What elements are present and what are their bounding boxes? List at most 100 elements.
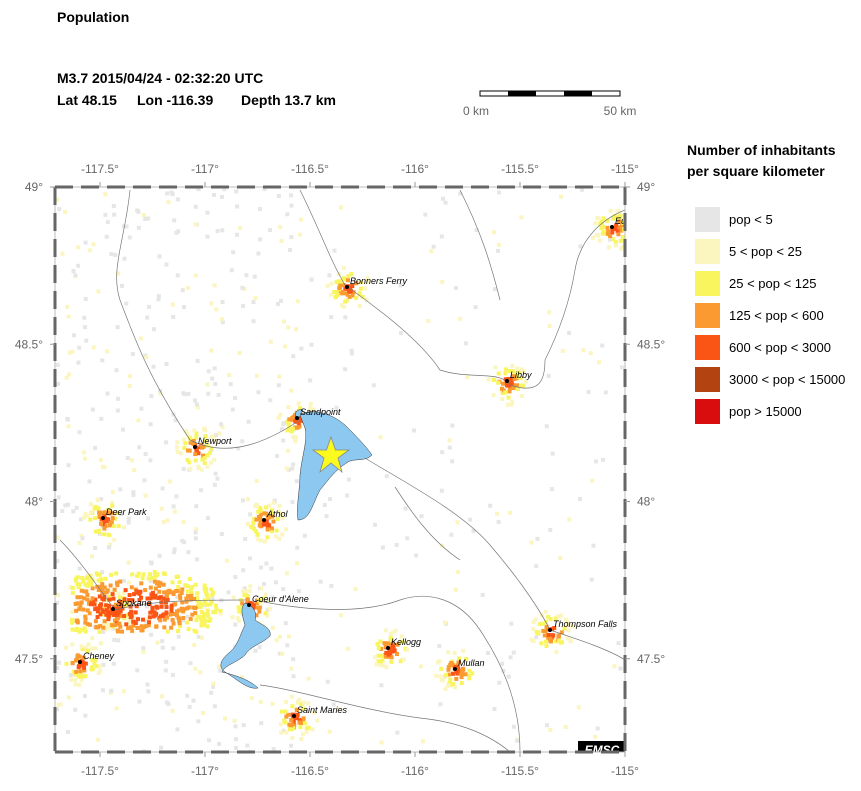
population-cell bbox=[538, 622, 543, 627]
population-cell bbox=[181, 618, 186, 623]
population-cell bbox=[401, 657, 406, 662]
population-cell bbox=[458, 191, 463, 196]
population-cell bbox=[333, 295, 338, 300]
population-cell bbox=[98, 664, 103, 669]
population-cell bbox=[246, 419, 251, 424]
population-cell bbox=[595, 215, 600, 220]
population-cell bbox=[289, 718, 294, 723]
population-cell bbox=[70, 620, 75, 625]
population-cell bbox=[491, 230, 496, 235]
population-cell bbox=[390, 630, 395, 635]
population-cell bbox=[270, 625, 275, 630]
population-cell bbox=[90, 658, 95, 663]
population-cell bbox=[139, 581, 144, 586]
population-cell bbox=[222, 187, 227, 192]
population-cell bbox=[194, 618, 199, 623]
population-cell bbox=[102, 513, 107, 518]
lake bbox=[220, 602, 271, 689]
population-cell bbox=[486, 377, 491, 382]
population-cell bbox=[239, 675, 244, 680]
population-cell bbox=[137, 510, 142, 515]
population-cell bbox=[115, 408, 120, 413]
population-cell bbox=[237, 618, 242, 623]
population-cell bbox=[133, 610, 138, 615]
population-cell bbox=[460, 666, 465, 671]
population-cell bbox=[290, 704, 295, 709]
population-cell bbox=[191, 698, 196, 703]
population-cell bbox=[87, 611, 92, 616]
population-cell bbox=[440, 279, 445, 284]
population-cell bbox=[81, 607, 86, 612]
population-cell bbox=[376, 642, 381, 647]
population-cell bbox=[105, 517, 110, 522]
population-cell bbox=[383, 644, 388, 649]
population-cell bbox=[450, 671, 455, 676]
population-cell bbox=[199, 445, 204, 450]
population-cell bbox=[203, 589, 208, 594]
population-cell bbox=[258, 519, 263, 524]
population-cell bbox=[164, 362, 169, 367]
population-cell bbox=[136, 225, 141, 230]
population-cell bbox=[175, 197, 180, 202]
population-cell bbox=[499, 386, 504, 391]
population-cell bbox=[245, 597, 250, 602]
population-cell bbox=[101, 597, 106, 602]
population-cell bbox=[240, 285, 245, 290]
population-cell bbox=[459, 675, 464, 680]
population-cell bbox=[185, 431, 190, 436]
population-cell bbox=[617, 225, 622, 230]
population-cell bbox=[271, 500, 276, 505]
population-cell bbox=[120, 427, 125, 432]
population-cell bbox=[283, 699, 288, 704]
population-cell bbox=[293, 419, 298, 424]
population-cell bbox=[245, 497, 250, 502]
population-cell bbox=[194, 448, 199, 453]
population-cell bbox=[146, 689, 151, 694]
population-cell bbox=[145, 596, 150, 601]
population-cell bbox=[169, 625, 174, 630]
map-area: Bonners Ferry Libby Sandpoint Newport Athol D… bbox=[55, 187, 625, 752]
population-cell bbox=[579, 187, 584, 192]
population-cell bbox=[233, 737, 238, 742]
population-cell bbox=[200, 635, 205, 640]
population-cell bbox=[113, 252, 118, 257]
population-cell bbox=[55, 535, 60, 540]
population-cell bbox=[96, 671, 101, 676]
population-cell bbox=[552, 625, 557, 630]
population-cell bbox=[379, 740, 384, 745]
population-cell bbox=[163, 668, 168, 673]
population-cell bbox=[97, 629, 102, 634]
population-cell bbox=[155, 640, 160, 645]
population-cell bbox=[286, 467, 291, 472]
population-cell bbox=[90, 577, 95, 582]
population-cell bbox=[211, 681, 216, 686]
population-cell bbox=[110, 490, 115, 495]
population-cell bbox=[161, 519, 166, 524]
population-cell bbox=[77, 674, 82, 679]
population-cell bbox=[182, 392, 187, 397]
population-cell bbox=[284, 466, 289, 471]
population-cell bbox=[149, 394, 154, 399]
population-cell bbox=[608, 234, 613, 239]
population-cell bbox=[172, 550, 177, 555]
population-cell bbox=[363, 286, 368, 291]
population-cell bbox=[80, 536, 85, 541]
population-cell bbox=[205, 443, 210, 448]
population-cell bbox=[64, 645, 69, 650]
population-cell bbox=[282, 319, 287, 324]
population-cell bbox=[127, 235, 132, 240]
lon-tick-label: -115° bbox=[611, 162, 639, 176]
population-cell bbox=[467, 668, 472, 673]
population-cell bbox=[279, 238, 284, 243]
population-cell bbox=[405, 647, 410, 652]
population-cell bbox=[276, 193, 281, 198]
population-cell bbox=[168, 612, 173, 617]
population-cell bbox=[178, 596, 183, 601]
population-cell bbox=[96, 606, 101, 611]
population-cell bbox=[132, 468, 137, 473]
population-cell bbox=[82, 589, 87, 594]
population-cell bbox=[193, 611, 198, 616]
population-cell bbox=[66, 424, 71, 429]
population-cell bbox=[101, 662, 106, 667]
population-cell bbox=[390, 641, 395, 646]
